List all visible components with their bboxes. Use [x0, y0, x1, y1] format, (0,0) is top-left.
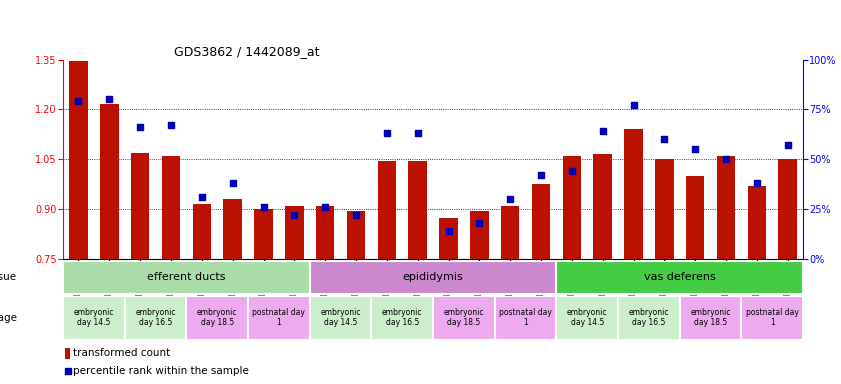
Bar — [100, 104, 119, 259]
Point — [596, 128, 610, 134]
Bar — [557, 296, 618, 340]
Bar — [594, 154, 612, 259]
Bar — [285, 206, 304, 259]
Bar — [316, 206, 335, 259]
Bar — [532, 184, 550, 259]
Bar — [65, 348, 71, 359]
Text: percentile rank within the sample: percentile rank within the sample — [73, 366, 249, 376]
Bar — [254, 209, 272, 259]
Text: postnatal day
1: postnatal day 1 — [746, 308, 799, 328]
Bar — [742, 296, 803, 340]
Text: embryonic
day 14.5: embryonic day 14.5 — [320, 308, 361, 328]
Bar — [161, 156, 180, 259]
Point — [195, 194, 209, 200]
Bar — [439, 218, 458, 259]
Point — [103, 96, 116, 103]
Text: GDS3862 / 1442089_at: GDS3862 / 1442089_at — [174, 45, 320, 58]
Bar — [131, 153, 150, 259]
Point — [534, 172, 547, 179]
Point — [380, 130, 394, 136]
Bar — [748, 186, 766, 259]
Point — [689, 146, 702, 152]
Point — [658, 136, 671, 142]
Point — [411, 130, 425, 136]
Point — [565, 168, 579, 174]
Text: epididymis: epididymis — [403, 272, 463, 283]
Text: embryonic
day 16.5: embryonic day 16.5 — [629, 308, 669, 328]
Bar — [224, 199, 242, 259]
Text: vas deferens: vas deferens — [644, 272, 716, 283]
Bar — [557, 261, 803, 294]
Bar — [470, 211, 489, 259]
Text: postnatal day
1: postnatal day 1 — [252, 308, 305, 328]
Text: transformed count: transformed count — [73, 348, 171, 358]
Text: embryonic
day 14.5: embryonic day 14.5 — [74, 308, 114, 328]
Bar — [686, 176, 705, 259]
Text: embryonic
day 18.5: embryonic day 18.5 — [444, 308, 484, 328]
Text: postnatal day
1: postnatal day 1 — [500, 308, 552, 328]
Text: embryonic
day 16.5: embryonic day 16.5 — [135, 308, 176, 328]
Point — [504, 196, 517, 202]
Text: embryonic
day 18.5: embryonic day 18.5 — [690, 308, 731, 328]
Bar — [624, 129, 643, 259]
Bar — [655, 159, 674, 259]
Bar — [378, 161, 396, 259]
Text: development stage: development stage — [0, 313, 17, 323]
Text: embryonic
day 18.5: embryonic day 18.5 — [197, 308, 237, 328]
Text: embryonic
day 16.5: embryonic day 16.5 — [382, 308, 422, 328]
Bar — [433, 296, 495, 340]
Bar — [124, 296, 187, 340]
Point — [781, 142, 795, 149]
Bar — [618, 296, 680, 340]
Point — [134, 124, 147, 131]
Bar — [63, 261, 309, 294]
Point — [349, 212, 362, 218]
Bar — [63, 296, 124, 340]
Point — [288, 212, 301, 218]
Point — [473, 220, 486, 226]
Bar — [346, 211, 365, 259]
Point — [750, 180, 764, 186]
Point — [164, 122, 177, 129]
Point — [319, 204, 332, 210]
Bar — [501, 206, 520, 259]
Bar — [69, 61, 87, 259]
Bar — [309, 261, 557, 294]
Point — [71, 98, 85, 104]
Bar — [372, 296, 433, 340]
Text: efferent ducts: efferent ducts — [147, 272, 225, 283]
Text: tissue: tissue — [0, 272, 17, 283]
Bar — [495, 296, 557, 340]
Bar — [563, 156, 581, 259]
Point — [627, 103, 640, 109]
Bar — [193, 204, 211, 259]
Bar — [187, 296, 248, 340]
Bar — [248, 296, 309, 340]
Point — [719, 156, 733, 162]
Point — [257, 204, 270, 210]
Point — [61, 367, 74, 374]
Bar — [779, 159, 797, 259]
Bar — [680, 296, 742, 340]
Text: embryonic
day 14.5: embryonic day 14.5 — [567, 308, 607, 328]
Bar — [717, 156, 735, 259]
Point — [442, 228, 455, 234]
Point — [226, 180, 240, 186]
Bar — [409, 161, 427, 259]
Bar — [309, 296, 372, 340]
